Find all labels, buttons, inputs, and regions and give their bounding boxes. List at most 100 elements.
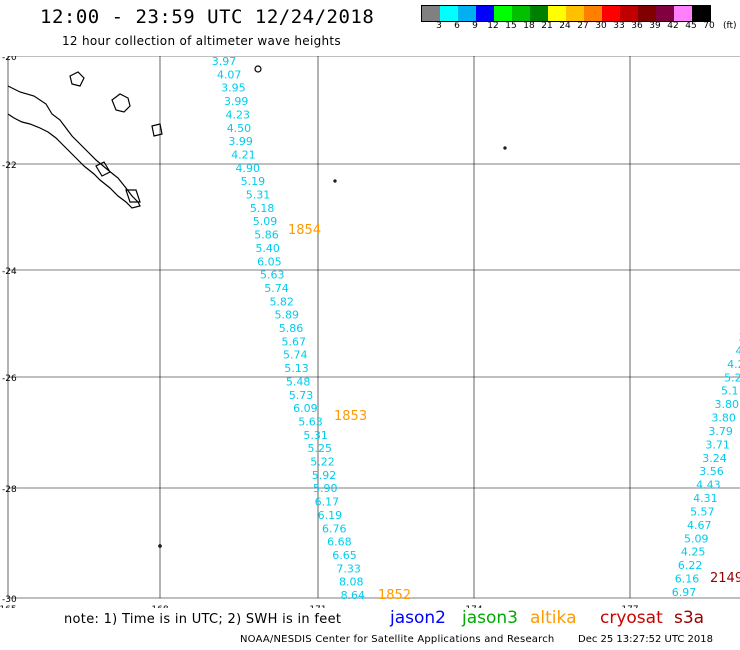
latitude-label: -30 <box>2 595 17 605</box>
color-scale-label: 15 <box>505 21 517 31</box>
wave-height-value: 3.71 <box>705 438 730 451</box>
color-scale-label: 21 <box>541 21 553 31</box>
color-scale-bar <box>421 5 711 22</box>
generation-timestamp: Dec 25 13:27:52 UTC 2018 <box>578 634 713 645</box>
coastline-new-caledonia <box>7 65 507 548</box>
wave-height-value: 5.13 <box>284 362 309 375</box>
legend-item-cryosat: cryosat <box>600 608 663 628</box>
color-scale-label: 24 <box>559 21 571 31</box>
color-swatch <box>458 6 476 21</box>
pass-time-labels: 1854 1853 1852 2149 <box>288 223 740 603</box>
wave-height-value: 4.90 <box>235 162 260 175</box>
altimeter-track-b: 344.25.25.13.803.803.793.713.243.564.434… <box>672 331 740 599</box>
latitude-label: -24 <box>2 267 17 277</box>
wave-height-value: 4.2 <box>727 358 740 371</box>
wave-height-value: 6.05 <box>257 255 282 268</box>
wave-height-map: 3.974.073.953.994.234.503.994.214.905.19… <box>0 56 740 608</box>
wave-height-value: 5.19 <box>241 175 266 188</box>
color-swatch <box>584 6 602 21</box>
wave-height-value: 5.89 <box>275 309 300 322</box>
wave-height-value: 5.25 <box>308 442 333 455</box>
color-swatch <box>440 6 458 21</box>
wave-height-value: 5.86 <box>279 322 304 335</box>
color-swatch <box>620 6 638 21</box>
wave-height-value: 3.80 <box>711 412 736 425</box>
color-swatch <box>476 6 494 21</box>
color-scale-label: 3 <box>436 21 442 31</box>
wave-height-value: 6.16 <box>675 573 700 586</box>
color-scale-label: 9 <box>472 21 478 31</box>
credit-line: NOAA/NESDIS Center for Satellite Applica… <box>240 634 555 645</box>
wave-height-value: 3.56 <box>699 465 724 478</box>
wave-height-value: 5.86 <box>254 229 279 242</box>
altimeter-track-a: 3.974.073.953.994.234.503.994.214.905.19… <box>212 56 365 602</box>
wave-height-value: 5.67 <box>281 335 306 348</box>
color-scale-label: 70 <box>703 21 715 31</box>
color-swatch <box>566 6 584 21</box>
wave-height-value: 3.97 <box>212 56 237 68</box>
color-swatch <box>656 6 674 21</box>
longitude-label: 165 <box>0 605 17 608</box>
wave-height-value: 6.65 <box>332 549 357 562</box>
page-title: 12:00 - 23:59 UTC 12/24/2018 <box>40 6 375 28</box>
wave-height-value: 6.09 <box>293 402 318 415</box>
color-swatch <box>530 6 548 21</box>
wave-height-value: 3 <box>739 331 740 344</box>
wave-height-value: 4.50 <box>227 122 252 135</box>
pass-time-label: 1853 <box>334 409 367 424</box>
wave-height-value: 5.92 <box>312 469 337 482</box>
wave-height-value: 4.43 <box>696 479 721 492</box>
wave-height-value: 6.19 <box>318 509 343 522</box>
graticule <box>7 56 740 599</box>
legend-item-jason3: jason3 <box>462 608 518 628</box>
color-swatch <box>494 6 512 21</box>
color-scale-label: 12 <box>487 21 499 31</box>
pass-time-label: 1854 <box>288 223 321 238</box>
wave-height-value: 6.68 <box>327 536 352 549</box>
wave-height-value: 7.33 <box>336 562 361 575</box>
wave-height-value: 5.31 <box>246 189 271 202</box>
wave-height-value: 6.22 <box>678 559 703 572</box>
color-scale-label: 39 <box>649 21 661 31</box>
wave-height-value: 8.64 <box>341 589 366 602</box>
color-swatch <box>548 6 566 21</box>
latitude-label: -20 <box>2 56 17 63</box>
wave-height-value: 5.73 <box>289 389 314 402</box>
color-scale-label: 27 <box>577 21 589 31</box>
color-scale-label: 42 <box>667 21 679 31</box>
wave-height-value: 3.24 <box>702 452 727 465</box>
color-swatch <box>692 6 710 21</box>
wave-height-value: 5.82 <box>269 295 294 308</box>
wave-height-value: 3.79 <box>708 425 733 438</box>
color-swatch <box>422 6 440 21</box>
pass-time-label: 1852 <box>378 588 411 603</box>
wave-height-value: 4.21 <box>231 148 256 161</box>
wave-height-value: 5.18 <box>250 202 275 215</box>
wave-height-value: 3.95 <box>221 82 246 95</box>
wave-height-value: 4 <box>735 344 740 357</box>
wave-height-value: 5.40 <box>255 242 280 255</box>
wave-height-value: 5.90 <box>313 482 338 495</box>
wave-height-value: 5.2 <box>724 371 740 384</box>
wave-height-value: 5.63 <box>298 415 323 428</box>
legend-item-altika: altika <box>530 608 577 628</box>
wave-height-value: 4.23 <box>226 108 251 121</box>
footer-note: note: 1) Time is in UTC; 2) SWH is in fe… <box>64 612 342 627</box>
pass-time-label: 2149 <box>710 571 740 586</box>
page-subtitle: 12 hour collection of altimeter wave hei… <box>62 34 341 48</box>
wave-height-value: 4.31 <box>693 492 718 505</box>
wave-height-value: 5.31 <box>303 429 328 442</box>
color-swatch <box>512 6 530 21</box>
wave-height-value: 6.17 <box>315 496 340 509</box>
wave-height-value: 4.25 <box>681 546 706 559</box>
color-scale-unit: (ft) <box>723 21 737 31</box>
color-scale-label: 45 <box>685 21 697 31</box>
legend-item-s3a: s3a <box>674 608 705 628</box>
longitude-label: 168 <box>151 605 168 608</box>
wave-height-value: 3.99 <box>224 95 249 108</box>
wave-height-value: 5.09 <box>684 532 709 545</box>
wave-height-value: 4.07 <box>217 68 242 81</box>
latitude-label: -28 <box>2 485 17 495</box>
color-swatch <box>674 6 692 21</box>
wave-height-value: 4.67 <box>687 519 712 532</box>
